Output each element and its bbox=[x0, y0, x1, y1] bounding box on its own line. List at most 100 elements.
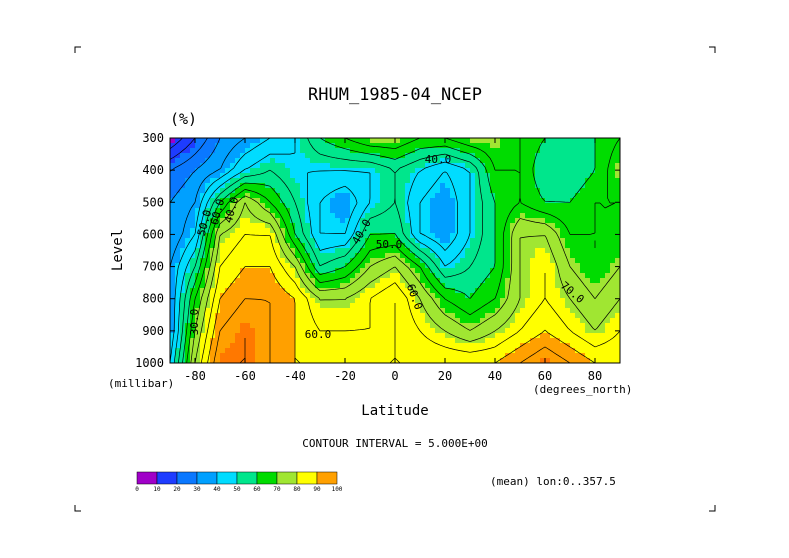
heatmap-cell bbox=[520, 313, 526, 319]
heatmap-cell bbox=[585, 148, 591, 154]
heatmap-cell bbox=[340, 303, 346, 309]
heatmap-cell bbox=[580, 283, 586, 289]
heatmap-cell bbox=[285, 198, 291, 204]
heatmap-cell bbox=[205, 348, 211, 354]
heatmap-cell bbox=[565, 163, 571, 169]
heatmap-cell bbox=[500, 273, 506, 279]
heatmap-cell bbox=[550, 193, 556, 199]
heatmap-cell bbox=[380, 243, 386, 249]
heatmap-cell bbox=[435, 198, 441, 204]
heatmap-cell bbox=[440, 228, 446, 234]
heatmap-cell bbox=[320, 303, 326, 309]
heatmap-cell bbox=[485, 283, 491, 289]
heatmap-cell bbox=[580, 298, 586, 304]
heatmap-cell bbox=[335, 278, 341, 284]
heatmap-cell bbox=[285, 248, 291, 254]
heatmap-cell bbox=[210, 268, 216, 274]
heatmap-cell bbox=[310, 223, 316, 229]
heatmap-cell bbox=[320, 178, 326, 184]
heatmap-cell bbox=[240, 328, 246, 334]
heatmap-cell bbox=[330, 323, 336, 329]
heatmap-cell bbox=[390, 153, 396, 159]
heatmap-cell bbox=[405, 203, 411, 209]
heatmap-cell bbox=[190, 298, 196, 304]
heatmap-cell bbox=[565, 288, 571, 294]
heatmap-cell bbox=[330, 333, 336, 339]
heatmap-cell bbox=[310, 273, 316, 279]
heatmap-cell bbox=[375, 223, 381, 229]
heatmap-cell bbox=[270, 208, 276, 214]
heatmap-cell bbox=[445, 148, 451, 154]
heatmap-cell bbox=[310, 213, 316, 219]
heatmap-cell bbox=[340, 323, 346, 329]
heatmap-cell bbox=[470, 333, 476, 339]
heatmap-cell bbox=[335, 288, 341, 294]
heatmap-cell bbox=[380, 208, 386, 214]
heatmap-cell bbox=[565, 268, 571, 274]
heatmap-cell bbox=[210, 273, 216, 279]
heatmap-cell bbox=[195, 333, 201, 339]
heatmap-cell bbox=[280, 173, 286, 179]
heatmap-cell bbox=[610, 183, 616, 189]
heatmap-cell bbox=[390, 233, 396, 239]
heatmap-cell bbox=[415, 208, 421, 214]
heatmap-cell bbox=[330, 273, 336, 279]
heatmap-cell bbox=[365, 283, 371, 289]
heatmap-cell bbox=[275, 168, 281, 174]
heatmap-cell bbox=[565, 333, 571, 339]
heatmap-cell bbox=[425, 298, 431, 304]
heatmap-cell bbox=[310, 228, 316, 234]
heatmap-cell bbox=[495, 348, 501, 354]
heatmap-cell bbox=[230, 263, 236, 269]
heatmap-cell bbox=[230, 273, 236, 279]
heatmap-cell bbox=[550, 343, 556, 349]
heatmap-cell bbox=[175, 243, 181, 249]
heatmap-cell bbox=[435, 328, 441, 334]
heatmap-cell bbox=[440, 233, 446, 239]
heatmap-cell bbox=[500, 183, 506, 189]
heatmap-cell bbox=[270, 213, 276, 219]
heatmap-cell bbox=[585, 333, 591, 339]
heatmap-cell bbox=[355, 303, 361, 309]
heatmap-cell bbox=[390, 248, 396, 254]
heatmap-cell bbox=[225, 303, 231, 309]
heatmap-cell bbox=[195, 258, 201, 264]
heatmap-cell bbox=[290, 293, 296, 299]
heatmap-cell bbox=[610, 193, 616, 199]
heatmap-cell bbox=[280, 183, 286, 189]
heatmap-cell bbox=[575, 153, 581, 159]
heatmap-cell bbox=[450, 233, 456, 239]
heatmap-cell bbox=[385, 203, 391, 209]
heatmap-cell bbox=[245, 288, 251, 294]
heatmap-cell bbox=[560, 303, 566, 309]
heatmap-cell bbox=[425, 318, 431, 324]
heatmap-cell bbox=[510, 203, 516, 209]
heatmap-cell bbox=[195, 323, 201, 329]
heatmap-cell bbox=[365, 288, 371, 294]
heatmap-cell bbox=[235, 308, 241, 314]
heatmap-cell bbox=[615, 303, 621, 309]
heatmap-cell bbox=[365, 178, 371, 184]
heatmap-cell bbox=[245, 253, 251, 259]
heatmap-cell bbox=[340, 278, 346, 284]
heatmap-cell bbox=[250, 208, 256, 214]
heatmap-cell bbox=[205, 168, 211, 174]
heatmap-cell bbox=[595, 258, 601, 264]
heatmap-cell bbox=[360, 278, 366, 284]
heatmap-cell bbox=[490, 308, 496, 314]
heatmap-cell bbox=[590, 143, 596, 149]
heatmap-cell bbox=[275, 283, 281, 289]
heatmap-cell bbox=[275, 233, 281, 239]
heatmap-cell bbox=[265, 323, 271, 329]
heatmap-cell bbox=[395, 223, 401, 229]
heatmap-cell bbox=[510, 153, 516, 159]
heatmap-cell bbox=[175, 228, 181, 234]
heatmap-cell bbox=[605, 233, 611, 239]
heatmap-cell bbox=[535, 243, 541, 249]
heatmap-cell bbox=[250, 318, 256, 324]
heatmap-cell bbox=[510, 308, 516, 314]
heatmap-cell bbox=[520, 288, 526, 294]
heatmap-cell bbox=[260, 268, 266, 274]
heatmap-cell bbox=[510, 193, 516, 199]
heatmap-cell bbox=[180, 233, 186, 239]
